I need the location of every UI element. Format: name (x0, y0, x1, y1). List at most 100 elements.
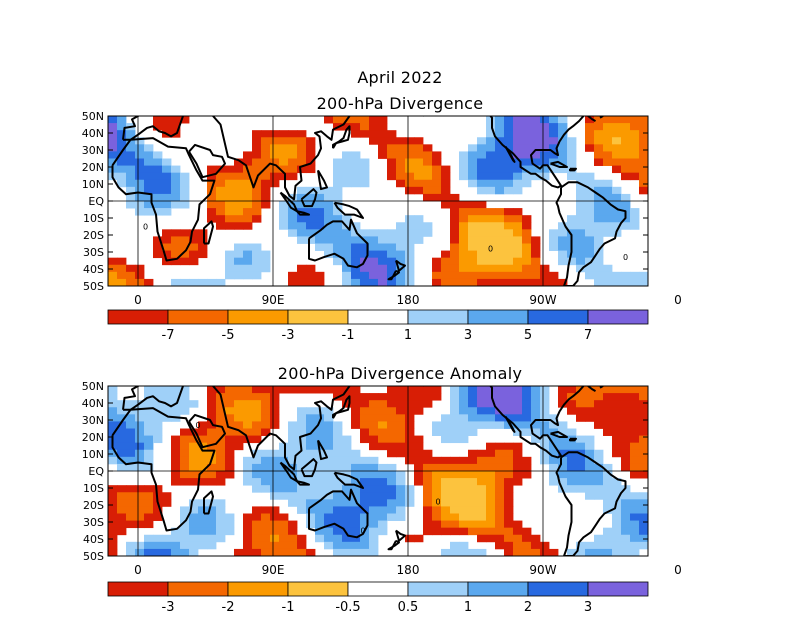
field-cell (225, 449, 235, 458)
field-cell (207, 463, 217, 472)
field-cell (468, 506, 478, 514)
lat-label: 10S (83, 212, 104, 225)
field-cell (576, 478, 586, 486)
field-cell (261, 179, 271, 188)
colorbar-label: 3 (584, 600, 592, 615)
field-cell (423, 492, 433, 500)
field-cell (621, 463, 631, 472)
lon-label: 90W (529, 563, 556, 577)
field-cell (477, 257, 487, 266)
field-cell (243, 421, 253, 429)
field-cell (189, 236, 199, 244)
field-cell (504, 165, 514, 174)
field-cell (558, 123, 568, 131)
field-cell (612, 449, 622, 458)
field-cell (306, 278, 316, 287)
field-cell (324, 116, 334, 124)
field-cell (603, 151, 613, 159)
coastline (212, 386, 351, 471)
field-cell (630, 278, 640, 287)
field-cell (351, 541, 361, 550)
field-cell (585, 186, 595, 195)
field-cell (180, 513, 190, 521)
colorbar-swatch (587, 309, 649, 325)
field-cell (369, 130, 379, 138)
field-cell (630, 208, 640, 216)
field-cell (108, 116, 118, 124)
field-cell (513, 215, 523, 223)
field-cell (324, 513, 334, 521)
field-cell (567, 471, 577, 479)
field-cell (423, 186, 433, 195)
field-cell (243, 513, 253, 521)
field-cell (639, 278, 649, 287)
field-cell (108, 264, 118, 273)
field-cell (405, 534, 415, 543)
field-cell (567, 137, 577, 145)
field-cell (495, 421, 505, 429)
field-cell (216, 478, 226, 486)
field-cell (162, 499, 172, 507)
field-cell (432, 386, 442, 394)
field-cell (630, 442, 640, 451)
field-cell (306, 222, 316, 230)
field-cell (306, 264, 316, 273)
field-cell (477, 506, 487, 514)
lon-label: 0 (134, 563, 142, 577)
field-cell (639, 151, 649, 159)
field-cell (540, 393, 550, 401)
field-cell (387, 130, 397, 138)
field-cell (135, 548, 145, 557)
field-cell (234, 548, 244, 557)
field-cell (117, 428, 127, 436)
field-cell (423, 222, 433, 230)
field-cell (306, 463, 316, 472)
field-cell (567, 151, 577, 159)
field-cell (162, 541, 172, 550)
field-cell (432, 278, 442, 287)
field-cell (288, 534, 298, 543)
field-cell (153, 243, 163, 251)
field-cell (153, 428, 163, 436)
field-cell (135, 264, 145, 273)
field-cell (153, 151, 163, 159)
field-cell (306, 229, 316, 237)
colorbar-swatch (107, 581, 169, 597)
field-cell (243, 428, 253, 436)
field-cell (495, 179, 505, 188)
field-cell (378, 137, 388, 145)
field-cell (549, 130, 559, 138)
field-cell (549, 456, 559, 465)
field-cell (531, 278, 541, 287)
field-cell (297, 144, 307, 152)
field-cell (378, 229, 388, 237)
field-cell (351, 506, 361, 514)
field-cell (621, 172, 631, 181)
field-cell (288, 222, 298, 230)
field-cell (414, 449, 424, 458)
field-cell (603, 471, 613, 479)
field-cell (270, 400, 280, 408)
field-cell (423, 151, 433, 159)
field-cell (270, 513, 280, 521)
field-cell (108, 271, 118, 280)
field-cell (342, 151, 352, 159)
field-cell (630, 456, 640, 465)
field-cell (153, 548, 163, 557)
field-cell (261, 520, 271, 529)
field-cell (387, 428, 397, 436)
field-cell (108, 513, 118, 521)
field-cell (504, 179, 514, 188)
field-cell (108, 541, 118, 550)
field-cell (630, 499, 640, 507)
field-cell (459, 257, 469, 266)
field-cell (315, 229, 325, 237)
field-cell (540, 449, 550, 458)
field-cell (423, 229, 433, 237)
field-cell (234, 428, 244, 436)
field-cell (504, 257, 514, 266)
field-cell (639, 421, 649, 429)
field-cell (630, 428, 640, 436)
field-cell (189, 428, 199, 436)
field-cell (360, 172, 370, 181)
